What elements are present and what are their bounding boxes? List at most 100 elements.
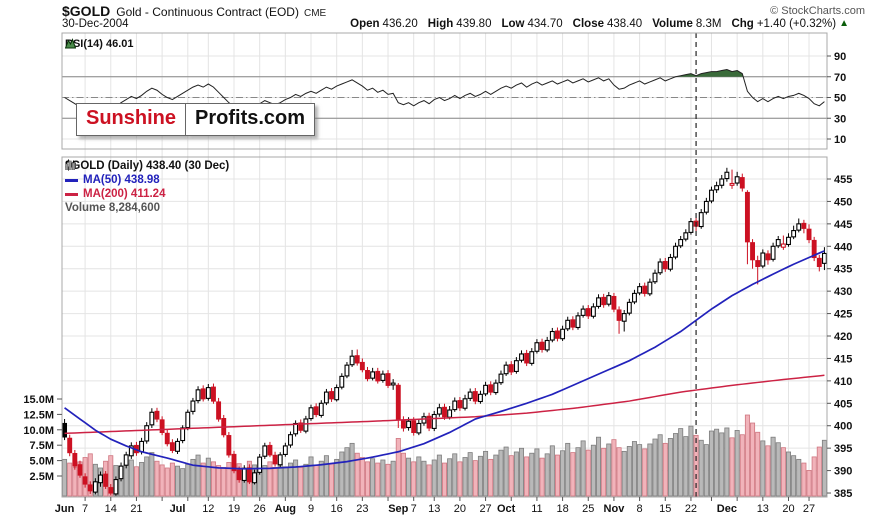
candle-body xyxy=(488,384,494,393)
candle-body xyxy=(190,400,196,412)
candle-body xyxy=(534,342,540,352)
volume-bar xyxy=(755,431,761,497)
x-axis-label: 12 xyxy=(202,503,214,515)
candle-body xyxy=(436,407,442,415)
volume-bar xyxy=(785,451,791,497)
rsi-axis-tick-label: 70 xyxy=(834,72,846,84)
candle-body xyxy=(796,223,802,231)
candle-body xyxy=(667,256,673,270)
volume-bar xyxy=(221,466,227,497)
volume-bar xyxy=(441,462,447,497)
candle-body xyxy=(252,472,257,484)
legend-ma200-text: MA(200) 411.24 xyxy=(83,188,166,200)
candle-body xyxy=(626,301,632,314)
x-axis-label: 20 xyxy=(782,503,794,515)
volume-bar xyxy=(416,456,422,497)
candle-body xyxy=(549,330,555,341)
price-axis-tick-label: 445 xyxy=(834,219,852,231)
candle-body xyxy=(169,442,175,451)
x-axis-label: 14 xyxy=(105,503,117,515)
volume-bar xyxy=(380,459,386,497)
candle-body xyxy=(739,177,745,189)
rsi-label-text: RSI(14) 46.01 xyxy=(65,38,134,50)
candle-body xyxy=(462,398,468,409)
candle-body xyxy=(590,306,596,317)
candle-body xyxy=(765,253,771,261)
x-axis-label: 19 xyxy=(228,503,240,515)
candle-body xyxy=(467,391,473,399)
candle-body xyxy=(416,422,422,434)
x-axis-label: 9 xyxy=(308,503,314,515)
quote-row: Open 436.20 High 439.80 Low 434.70 Close 438.40… xyxy=(340,18,849,30)
candle-body xyxy=(616,309,622,321)
legend-ma50-text: MA(50) 438.98 xyxy=(83,174,160,186)
volume-bar xyxy=(329,463,335,497)
x-axis-label: 22 xyxy=(685,503,697,515)
price-axis-tick-label: 405 xyxy=(834,398,852,410)
candle-body xyxy=(329,391,334,400)
candle-body xyxy=(211,386,216,402)
volume-bar xyxy=(344,447,350,497)
quote-field-value: 8.3M xyxy=(695,18,722,30)
quote-field-label: Volume xyxy=(652,18,693,30)
volume-bar xyxy=(508,455,514,497)
candle-body xyxy=(565,319,571,330)
volume-bar xyxy=(744,414,750,497)
candle-body xyxy=(724,171,730,180)
candle-body xyxy=(775,239,781,247)
quote-field-value: 438.40 xyxy=(607,18,643,30)
price-axis-tick-label: 425 xyxy=(834,309,852,321)
candle-body xyxy=(472,391,478,402)
candle-body xyxy=(750,242,756,261)
volume-bar xyxy=(298,466,304,497)
quote-field: Volume 8.3M xyxy=(652,18,721,30)
candle-body xyxy=(508,364,514,373)
candle-body xyxy=(801,222,807,229)
volume-bar xyxy=(688,425,694,497)
price-axis-tick-label: 430 xyxy=(834,286,852,298)
candle-body xyxy=(483,384,489,395)
x-axis-label: 13 xyxy=(757,503,769,515)
volume-bar xyxy=(313,465,319,497)
volume-bar xyxy=(519,447,525,497)
volume-bar xyxy=(708,430,714,497)
volume-bar xyxy=(364,461,370,497)
candle-body xyxy=(293,422,299,435)
candle-body xyxy=(524,352,530,364)
candle-body xyxy=(580,308,586,316)
candle-body xyxy=(560,328,566,340)
candle-body xyxy=(370,371,376,379)
volume-bar xyxy=(806,470,812,497)
volume-bar xyxy=(262,465,268,497)
candle-body xyxy=(298,422,304,431)
x-axis-label: Nov xyxy=(604,503,626,515)
candle-body xyxy=(72,452,78,467)
candle-body xyxy=(678,239,684,247)
candle-body xyxy=(431,413,437,429)
volume-bar xyxy=(760,440,766,497)
candle-body xyxy=(139,440,145,453)
candle-body xyxy=(816,257,822,268)
volume-bar xyxy=(631,441,637,497)
volume-axis-tick-label: 7.5M xyxy=(30,440,54,452)
exchange-label: CME xyxy=(303,8,327,19)
volume-bar xyxy=(801,462,807,497)
candle-body xyxy=(200,388,206,400)
candle-body xyxy=(241,467,247,482)
volume-bar xyxy=(272,466,278,497)
volume-bar xyxy=(611,439,617,497)
volume-bar xyxy=(549,445,555,497)
volume-bar xyxy=(308,456,314,497)
volume-bar xyxy=(462,457,468,497)
volume-bar xyxy=(791,455,797,497)
candle-body xyxy=(246,467,252,483)
volume-bar xyxy=(503,446,509,497)
x-axis-label: Oct xyxy=(497,503,516,515)
volume-bar xyxy=(678,428,684,497)
volume-bar xyxy=(621,450,627,497)
candle-body xyxy=(596,297,601,307)
quote-field: Open 436.20 xyxy=(350,18,418,30)
ma200-dash-icon xyxy=(65,192,78,196)
volume-bar xyxy=(477,455,483,497)
